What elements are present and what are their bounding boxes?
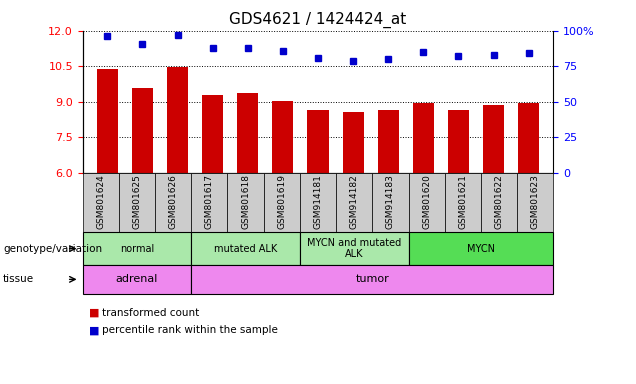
Text: mutated ALK: mutated ALK xyxy=(214,243,277,254)
Bar xyxy=(264,173,300,232)
Bar xyxy=(237,93,258,173)
Text: GSM801621: GSM801621 xyxy=(459,174,467,229)
Bar xyxy=(307,110,329,173)
Text: GSM801624: GSM801624 xyxy=(96,174,106,229)
Bar xyxy=(132,88,153,173)
Bar xyxy=(408,173,445,232)
Text: GSM801617: GSM801617 xyxy=(205,174,214,229)
Text: MYCN: MYCN xyxy=(467,243,495,254)
Text: GSM801620: GSM801620 xyxy=(422,174,431,229)
Text: MYCN and mutated
ALK: MYCN and mutated ALK xyxy=(307,238,401,260)
Bar xyxy=(228,173,264,232)
Title: GDS4621 / 1424424_at: GDS4621 / 1424424_at xyxy=(230,12,406,28)
Bar xyxy=(343,113,364,173)
Text: ■: ■ xyxy=(89,325,100,335)
Bar xyxy=(372,173,408,232)
Text: GSM801623: GSM801623 xyxy=(530,174,540,229)
Text: tumor: tumor xyxy=(356,274,389,285)
Text: genotype/variation: genotype/variation xyxy=(3,243,102,254)
Bar xyxy=(300,173,336,232)
Bar xyxy=(481,173,517,232)
Bar xyxy=(518,103,539,173)
Text: transformed count: transformed count xyxy=(102,308,199,318)
Text: GSM801619: GSM801619 xyxy=(277,174,286,229)
Bar xyxy=(300,232,408,265)
Bar xyxy=(202,95,223,173)
Bar xyxy=(83,265,191,294)
Bar xyxy=(445,173,481,232)
Bar xyxy=(167,67,188,173)
Bar xyxy=(378,110,399,173)
Bar xyxy=(155,173,191,232)
Bar xyxy=(119,173,155,232)
Text: normal: normal xyxy=(120,243,154,254)
Bar xyxy=(408,232,553,265)
Bar xyxy=(272,101,293,173)
Bar xyxy=(83,232,191,265)
Bar xyxy=(483,105,504,173)
Bar xyxy=(83,173,119,232)
Bar xyxy=(191,173,228,232)
Text: ■: ■ xyxy=(89,308,100,318)
Text: GSM914182: GSM914182 xyxy=(350,174,359,229)
Text: GSM801625: GSM801625 xyxy=(132,174,141,229)
Text: GSM914181: GSM914181 xyxy=(314,174,322,229)
Text: GSM801618: GSM801618 xyxy=(241,174,250,229)
Text: GSM801622: GSM801622 xyxy=(495,174,504,229)
Bar xyxy=(413,103,434,173)
Bar xyxy=(191,265,553,294)
Text: GSM914183: GSM914183 xyxy=(386,174,395,229)
Text: tissue: tissue xyxy=(3,274,34,285)
Text: GSM801626: GSM801626 xyxy=(169,174,177,229)
Text: percentile rank within the sample: percentile rank within the sample xyxy=(102,325,278,335)
Bar xyxy=(517,173,553,232)
Text: adrenal: adrenal xyxy=(116,274,158,285)
Bar xyxy=(448,110,469,173)
Bar xyxy=(191,232,300,265)
Bar xyxy=(97,69,118,173)
Bar xyxy=(336,173,372,232)
